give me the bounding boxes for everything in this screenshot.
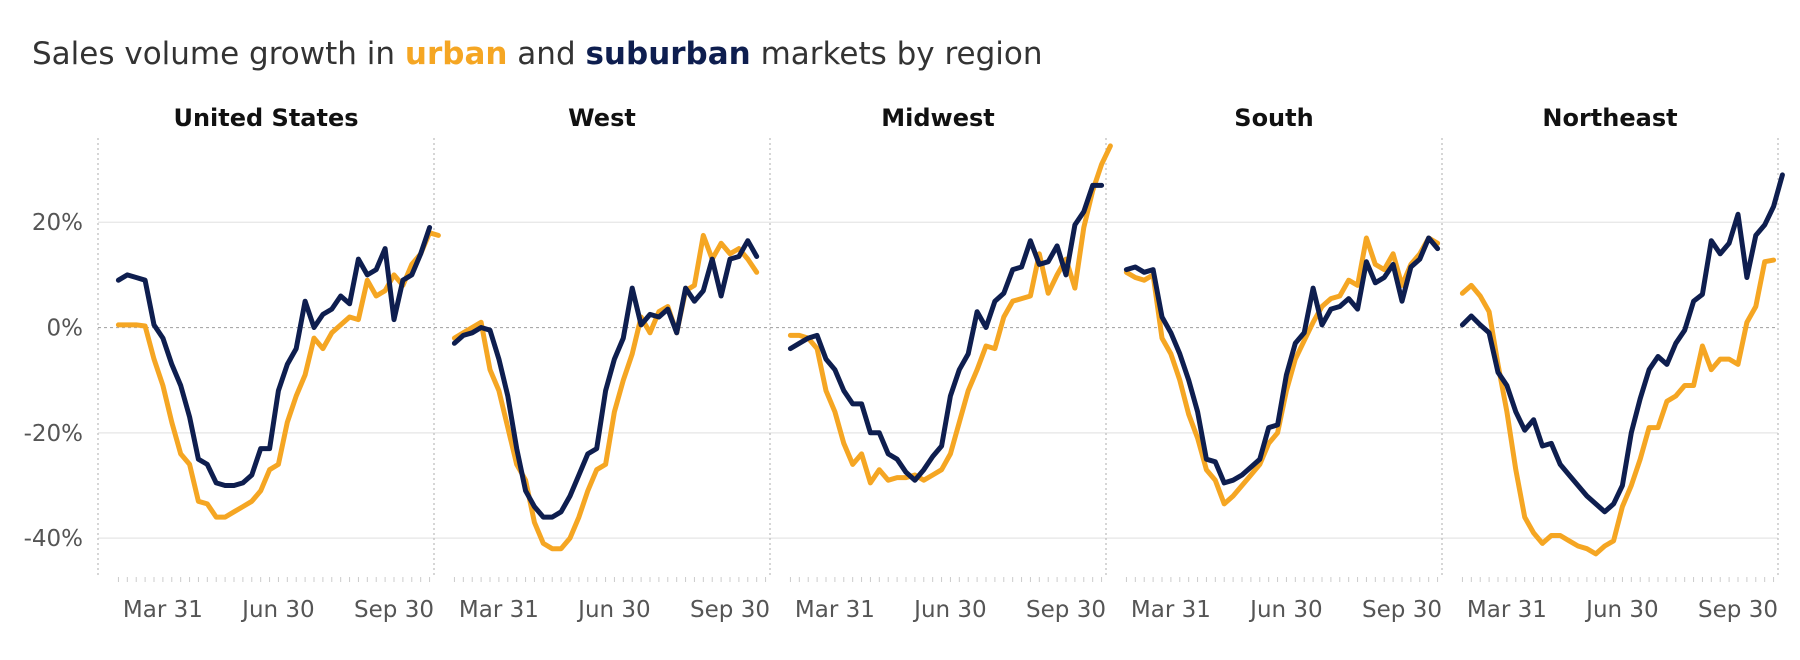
x-tick-label: Sep 30 xyxy=(354,597,434,623)
y-tick-label: 0% xyxy=(47,316,84,342)
x-tick-label: Sep 30 xyxy=(1698,597,1778,623)
x-tick-label: Sep 30 xyxy=(1362,597,1442,623)
title-suffix: markets by region xyxy=(750,36,1043,72)
panel-title: West xyxy=(568,104,636,132)
urban-line-northeast xyxy=(1459,257,1777,557)
x-tick-label: Jun 30 xyxy=(912,597,987,623)
x-tick-label: Jun 30 xyxy=(1248,597,1323,623)
panel-title: Midwest xyxy=(881,104,995,132)
y-tick-label: 20% xyxy=(32,210,83,236)
x-tick-label: Mar 31 xyxy=(795,597,875,623)
urban-line-midwest xyxy=(787,143,1113,486)
suburban-line-united-states xyxy=(115,225,433,488)
y-tick-label: -20% xyxy=(24,421,83,447)
x-tick-label: Sep 30 xyxy=(690,597,770,623)
x-tick-label: Mar 31 xyxy=(1131,597,1211,623)
urban-line-west xyxy=(451,232,760,552)
chart-title: Sales volume growth in urban and suburba… xyxy=(32,36,1043,72)
x-tick-label: Jun 30 xyxy=(1584,597,1659,623)
panel-title: United States xyxy=(173,104,358,132)
title-prefix: Sales volume growth in xyxy=(32,36,405,72)
y-tick-label: -40% xyxy=(24,526,83,552)
suburban-line-south xyxy=(1123,235,1441,486)
title-middle: and xyxy=(507,36,586,72)
suburban-line-midwest xyxy=(787,182,1105,483)
x-tick-label: Mar 31 xyxy=(459,597,539,623)
title-urban-label: urban xyxy=(404,36,508,72)
x-tick-label: Jun 30 xyxy=(576,597,651,623)
x-tick-label: Jun 30 xyxy=(240,597,315,623)
x-tick-label: Mar 31 xyxy=(123,597,203,623)
suburban-line-west xyxy=(451,238,760,520)
title-suburban-label: suburban xyxy=(585,36,751,72)
urban-line-united-states xyxy=(115,230,441,520)
urban-line-south xyxy=(1123,235,1441,507)
x-tick-label: Sep 30 xyxy=(1026,597,1106,623)
panel-title: Northeast xyxy=(1542,104,1677,132)
panel-title: South xyxy=(1234,104,1313,132)
x-tick-label: Mar 31 xyxy=(1467,597,1547,623)
suburban-line-northeast xyxy=(1459,172,1785,515)
